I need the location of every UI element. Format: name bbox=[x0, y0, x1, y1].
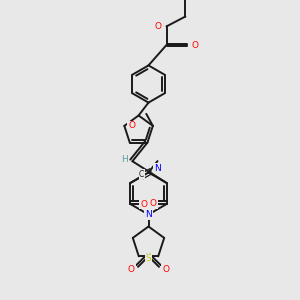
Text: S: S bbox=[146, 254, 152, 263]
Text: H: H bbox=[122, 155, 128, 164]
Text: N: N bbox=[154, 164, 161, 172]
Text: O: O bbox=[128, 265, 135, 274]
Text: O: O bbox=[150, 200, 157, 208]
Text: O: O bbox=[128, 122, 135, 130]
Text: O: O bbox=[191, 40, 198, 50]
Text: C: C bbox=[139, 170, 144, 179]
Text: N: N bbox=[145, 210, 152, 219]
Text: O: O bbox=[140, 200, 147, 208]
Text: O: O bbox=[162, 265, 169, 274]
Text: O: O bbox=[155, 22, 162, 31]
